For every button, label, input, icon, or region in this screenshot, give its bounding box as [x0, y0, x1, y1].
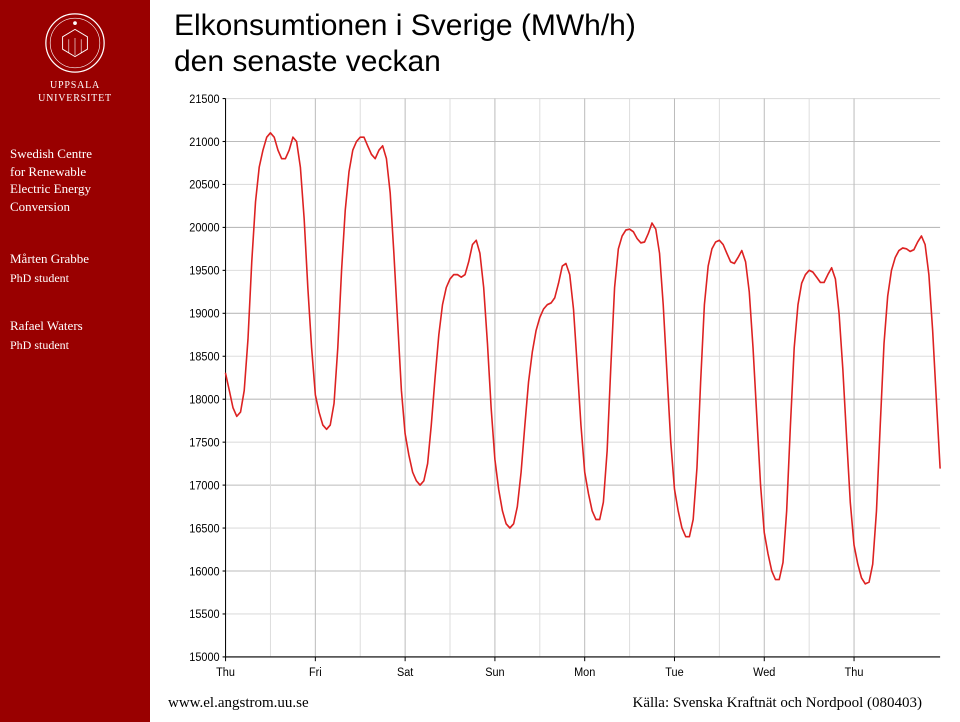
svg-text:19500: 19500: [189, 265, 219, 277]
svg-text:16500: 16500: [189, 523, 219, 535]
svg-text:Sun: Sun: [485, 667, 504, 679]
person-name: Rafael Waters: [10, 318, 140, 334]
svg-text:16000: 16000: [189, 566, 219, 578]
svg-text:19000: 19000: [189, 308, 219, 320]
university-name-line1: UPPSALA: [10, 80, 140, 93]
university-logo-block: UPPSALA UNIVERSITET: [10, 12, 140, 105]
person-block: Rafael Waters PhD student: [10, 318, 140, 353]
title-line: den senaste veckan: [174, 44, 952, 80]
svg-text:20000: 20000: [189, 222, 219, 234]
person-block: Mårten Grabbe PhD student: [10, 251, 140, 286]
page-title: Elkonsumtionen i Sverige (MWh/h) den sen…: [174, 8, 952, 80]
svg-text:Mon: Mon: [574, 667, 595, 679]
svg-text:Tue: Tue: [665, 667, 683, 679]
svg-text:17000: 17000: [189, 480, 219, 492]
line-chart: 15000 15500 16000 16500 17000 17500 18000 18500…: [168, 90, 952, 689]
centre-line: Electric Energy: [10, 180, 140, 198]
person-role: PhD student: [10, 271, 140, 286]
centre-line: Conversion: [10, 198, 140, 216]
footer-source: Källa: Svenska Kraftnät och Nordpool (08…: [632, 695, 922, 712]
svg-text:15000: 15000: [189, 652, 219, 664]
footer: www.el.angstrom.uu.se Källa: Svenska Kra…: [168, 689, 952, 722]
title-line: Elkonsumtionen i Sverige (MWh/h): [174, 8, 952, 44]
svg-text:18000: 18000: [189, 394, 219, 406]
svg-text:Fri: Fri: [309, 667, 322, 679]
svg-text:18500: 18500: [189, 351, 219, 363]
university-seal-icon: [44, 12, 106, 74]
slide: UPPSALA UNIVERSITET Swedish Centre for R…: [0, 0, 960, 722]
svg-text:Thu: Thu: [845, 667, 864, 679]
centre-line: for Renewable: [10, 163, 140, 181]
centre-line: Swedish Centre: [10, 145, 140, 163]
sidebar: UPPSALA UNIVERSITET Swedish Centre for R…: [0, 0, 150, 722]
svg-text:21500: 21500: [189, 94, 219, 106]
svg-text:17500: 17500: [189, 437, 219, 449]
svg-text:Wed: Wed: [753, 667, 775, 679]
person-role: PhD student: [10, 338, 140, 353]
university-name-line2: UNIVERSITET: [10, 93, 140, 106]
svg-text:15500: 15500: [189, 609, 219, 621]
main-area: Elkonsumtionen i Sverige (MWh/h) den sen…: [150, 0, 960, 722]
chart-container: 15000 15500 16000 16500 17000 17500 18000 18500…: [168, 90, 952, 689]
footer-url: www.el.angstrom.uu.se: [168, 695, 309, 712]
svg-text:Thu: Thu: [216, 667, 235, 679]
svg-text:21000: 21000: [189, 136, 219, 148]
person-name: Mårten Grabbe: [10, 251, 140, 267]
svg-text:20500: 20500: [189, 179, 219, 191]
centre-name: Swedish Centre for Renewable Electric En…: [10, 145, 140, 215]
svg-text:Sat: Sat: [397, 667, 414, 679]
